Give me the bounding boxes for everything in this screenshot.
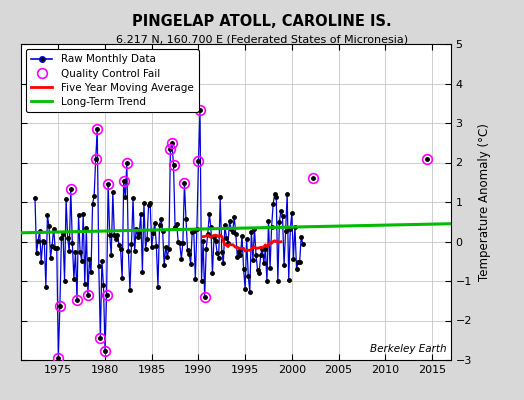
Text: Berkeley Earth: Berkeley Earth bbox=[370, 344, 446, 354]
Legend: Raw Monthly Data, Quality Control Fail, Five Year Moving Average, Long-Term Tren: Raw Monthly Data, Quality Control Fail, … bbox=[26, 49, 199, 112]
Text: 6.217 N, 160.700 E (Federated States of Micronesia): 6.217 N, 160.700 E (Federated States of … bbox=[116, 34, 408, 44]
Y-axis label: Temperature Anomaly (°C): Temperature Anomaly (°C) bbox=[477, 123, 490, 281]
Text: PINGELAP ATOLL, CAROLINE IS.: PINGELAP ATOLL, CAROLINE IS. bbox=[132, 14, 392, 29]
